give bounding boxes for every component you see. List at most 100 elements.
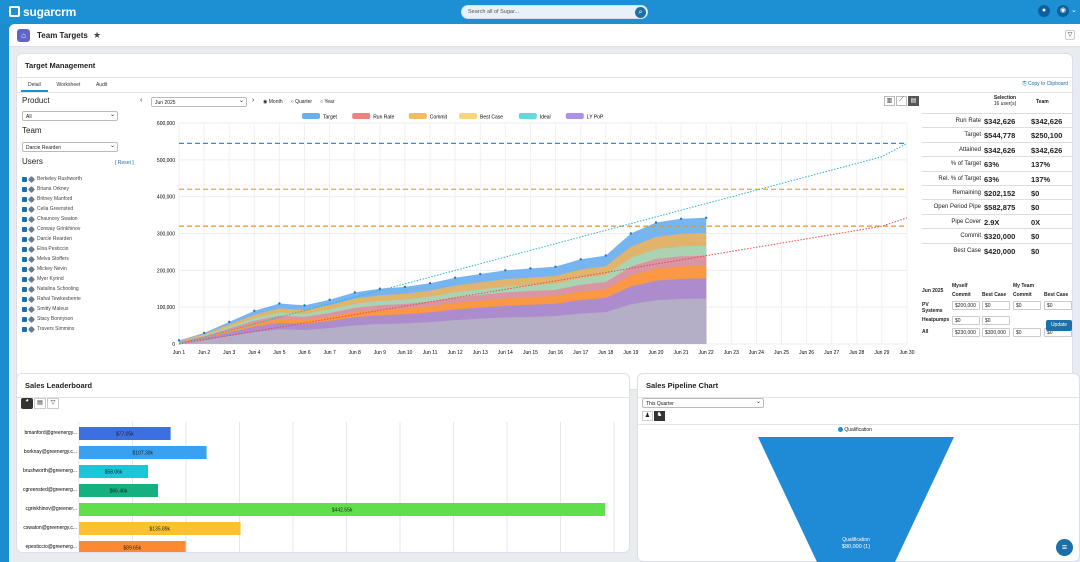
user-row[interactable]: Smitty Maleus <box>22 304 132 314</box>
attained-point[interactable] <box>378 287 382 290</box>
attained-point[interactable] <box>654 221 658 224</box>
period-select[interactable]: Jun 2025 <box>151 97 247 107</box>
tab-detail[interactable]: Detail <box>21 80 48 92</box>
legend-item[interactable]: Run Rate <box>352 113 395 121</box>
user-row[interactable]: Conway Grinkhinov <box>22 224 132 234</box>
commit-input[interactable]: $200,000 <box>952 301 980 310</box>
user-row[interactable]: Darcie Rearden <box>22 234 132 244</box>
reset-link[interactable]: [ Reset ] <box>115 160 134 166</box>
checkbox[interactable] <box>22 256 27 262</box>
user-row[interactable]: Melva Stoffers <box>22 254 132 264</box>
checkbox[interactable] <box>22 316 27 322</box>
help-menu-icon[interactable]: ≡ <box>1056 539 1073 556</box>
legend-item[interactable]: Best Case <box>459 113 503 121</box>
prev-period-arrow[interactable]: ‹ <box>140 97 143 104</box>
copy-to-clipboard-link[interactable]: ⎘ Copy to Clipboard <box>1022 81 1068 87</box>
user-row[interactable]: Myer Kyrind <box>22 274 132 284</box>
attained-point[interactable] <box>228 320 231 324</box>
commit-input[interactable]: $0 <box>952 316 980 325</box>
notifications-bell-icon[interactable]: ● <box>1038 5 1050 17</box>
commit-input[interactable]: $0 <box>1013 301 1041 310</box>
leaderboard-bar[interactable] <box>79 427 171 440</box>
tab-audit[interactable]: Audit <box>95 82 108 88</box>
leaderboard-bar[interactable] <box>79 484 159 497</box>
favorite-star-icon[interactable]: ★ <box>93 30 102 40</box>
search-icon[interactable]: ⌕ <box>635 7 646 18</box>
commit-input[interactable]: $230,000 <box>952 328 980 337</box>
commit-input[interactable]: $300,000 <box>982 328 1010 337</box>
checkbox[interactable] <box>22 286 27 292</box>
bar-chart-icon[interactable]: ▥ <box>884 96 895 106</box>
attained-point[interactable] <box>679 217 683 220</box>
attained-point[interactable] <box>403 285 407 289</box>
attained-point[interactable] <box>428 282 432 285</box>
tab-worksheet[interactable]: Worksheet <box>56 82 81 88</box>
user-row[interactable]: Natalina Schooling <box>22 284 132 294</box>
attained-point[interactable] <box>303 304 306 307</box>
attained-point[interactable] <box>629 232 633 235</box>
radio-month[interactable]: ◉ Month <box>263 99 283 105</box>
attained-point[interactable] <box>604 254 607 257</box>
attained-point[interactable] <box>453 276 457 279</box>
checkbox[interactable] <box>22 226 27 232</box>
radio-year[interactable]: ○ Year <box>320 99 335 105</box>
sugarcrm-logo[interactable]: sugarcrm <box>9 5 76 19</box>
user-row[interactable]: Britney Manford <box>22 194 132 204</box>
attained-point[interactable] <box>704 216 708 219</box>
attained-point[interactable] <box>253 309 256 313</box>
global-search-input[interactable]: Search all of Sugar... ⌕ <box>461 5 648 19</box>
legend-item[interactable]: Target <box>302 113 338 121</box>
attained-point[interactable] <box>479 272 482 276</box>
attained-point[interactable] <box>504 269 507 272</box>
commit-input[interactable]: $0 <box>982 301 1010 310</box>
leaderboard-bar[interactable] <box>79 522 241 535</box>
next-period-arrow[interactable]: › <box>252 97 255 104</box>
checkbox[interactable] <box>22 176 27 182</box>
checkbox[interactable] <box>22 306 27 312</box>
attained-point[interactable] <box>554 265 557 268</box>
checkbox[interactable] <box>22 246 27 252</box>
checkbox[interactable] <box>22 236 27 242</box>
attained-point[interactable] <box>328 298 331 301</box>
filter-icon[interactable]: ▽ <box>1065 30 1075 40</box>
checkbox[interactable] <box>22 186 27 192</box>
radio-quarter[interactable]: ○ Quarter <box>290 99 313 105</box>
leaderboard-bar[interactable] <box>79 446 207 459</box>
product-select[interactable]: All <box>22 111 118 121</box>
legend-item[interactable]: LY PoP <box>565 113 604 121</box>
leaderboard-bar[interactable] <box>79 503 606 516</box>
pie-chart-icon[interactable]: ◕ <box>21 398 33 409</box>
user-row[interactable]: Berkeley Rushworth <box>22 174 132 184</box>
checkbox[interactable] <box>22 206 27 212</box>
leaderboard-bar[interactable] <box>79 465 149 478</box>
user-row[interactable]: Rahal Tewkesberrie <box>22 294 132 304</box>
user-avatar-icon[interactable]: ◉ <box>1057 5 1069 17</box>
attained-point[interactable] <box>579 258 582 261</box>
area-chart-icon[interactable]: ▤ <box>908 96 919 106</box>
table-icon[interactable]: ▤ <box>34 398 46 409</box>
team-select[interactable]: Darcie Rearden <box>22 142 118 152</box>
legend-item[interactable]: Ideal <box>518 113 551 121</box>
leaderboard-bar[interactable] <box>79 541 186 552</box>
attained-point[interactable] <box>529 267 532 270</box>
team-icon[interactable]: ♞ <box>654 411 665 421</box>
user-icon[interactable]: ♟ <box>642 411 653 421</box>
checkbox[interactable] <box>22 196 27 202</box>
user-row[interactable]: Briana Orkney <box>22 184 132 194</box>
pipeline-period-select[interactable]: This Quarter <box>642 398 764 408</box>
user-row[interactable]: Mickey Nevin <box>22 264 132 274</box>
legend-item[interactable]: Commit <box>408 113 448 121</box>
commit-input[interactable]: $0 <box>1044 301 1072 310</box>
attained-point[interactable] <box>202 331 206 335</box>
attained-point[interactable] <box>278 302 281 305</box>
attained-point[interactable] <box>177 339 181 342</box>
update-button[interactable]: Update <box>1046 320 1072 331</box>
commit-input[interactable]: $0 <box>982 316 1010 325</box>
filter-icon[interactable]: ▽ <box>47 398 59 409</box>
user-row[interactable]: Chauncey Swaton <box>22 214 132 224</box>
user-row[interactable]: Stacy Bonnyson <box>22 314 132 324</box>
chevron-down-icon[interactable]: ⌄ <box>1071 7 1077 14</box>
funnel-stage-qualification[interactable] <box>758 437 954 562</box>
user-row[interactable]: Elna Pesticcio <box>22 244 132 254</box>
checkbox[interactable] <box>22 216 27 222</box>
